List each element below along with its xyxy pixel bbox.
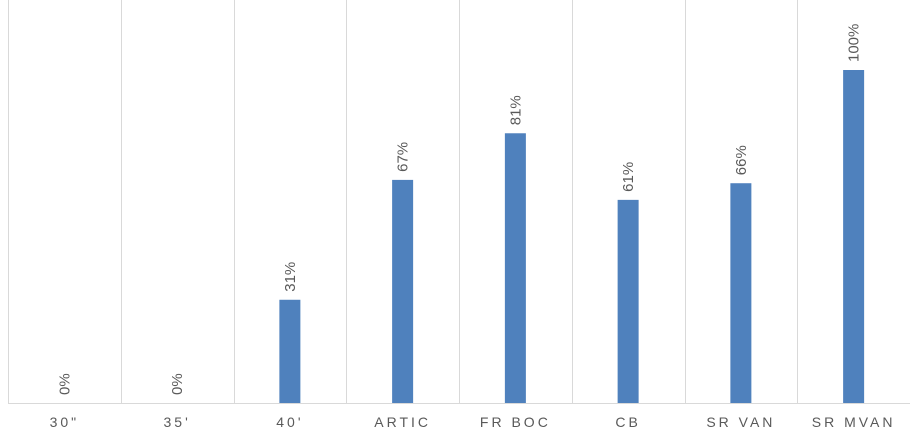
category-label-4: FR BOC [480, 414, 551, 430]
category-label-7: SR MVAN [812, 414, 896, 430]
category-label-5: CB [615, 414, 640, 430]
category-label-0: 30" [50, 414, 80, 430]
data-label-5: 61% [620, 162, 637, 192]
data-label-4: 81% [507, 95, 524, 125]
bar-3 [392, 179, 414, 403]
bar-4 [504, 133, 526, 403]
category-label-1: 35' [164, 414, 191, 430]
data-label-6: 66% [733, 145, 750, 175]
bar-2 [279, 299, 301, 403]
bar-5 [617, 199, 639, 403]
bar-6 [730, 183, 752, 403]
data-label-2: 31% [282, 262, 299, 292]
category-label-2: 40' [276, 414, 303, 430]
data-label-0: 0% [56, 373, 73, 395]
data-label-3: 67% [395, 142, 412, 172]
data-label-1: 0% [169, 373, 186, 395]
category-label-6: SR VAN [706, 414, 775, 430]
data-label-7: 100% [846, 24, 863, 62]
bar-7 [843, 70, 865, 403]
category-label-3: ARTIC [374, 414, 431, 430]
